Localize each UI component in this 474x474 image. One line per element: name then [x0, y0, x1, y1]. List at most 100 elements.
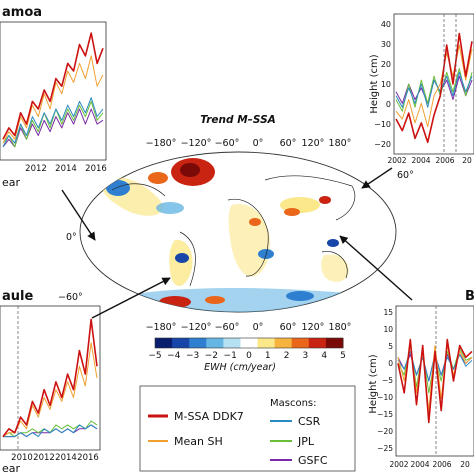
colorbar-cell: [172, 338, 190, 348]
lon-tick-top: −180°: [146, 138, 177, 149]
xtick: 20: [462, 156, 472, 165]
xtick: 2002: [387, 156, 406, 165]
series-line-m-ssa-ddk7: [2, 32, 104, 140]
colorbar-frame: [154, 337, 344, 349]
ytick: 20: [381, 60, 391, 69]
xtick: 2012: [33, 453, 55, 463]
colorbar-cell: [257, 338, 276, 348]
series-line-csr: [395, 71, 473, 108]
colorbar-tick: 3: [303, 351, 309, 361]
ytick: −20: [374, 140, 391, 149]
lat-tick-left: 0°: [66, 232, 77, 243]
ytick: 10: [381, 80, 391, 89]
lon-tick-bottom: 180°: [329, 322, 352, 333]
colorbar-tick: 1: [265, 351, 271, 361]
lat-tick-right: 60°: [397, 170, 414, 181]
xtick: 20: [460, 460, 470, 469]
colorbar-tick: 2: [284, 351, 290, 361]
ytick: 0: [388, 359, 393, 368]
sahel-loss: [249, 218, 261, 226]
panel-top-right-series: [395, 32, 473, 144]
colorbar-tick: −4: [167, 351, 181, 361]
lon-tick-top: 120°: [302, 138, 325, 149]
colorbar-tick: 4: [321, 351, 327, 361]
series-line-mean-sh: [2, 55, 104, 144]
ytick: −10: [374, 120, 391, 129]
colorbar-cell: [308, 338, 327, 348]
map-lat-ticks: 60° 0° −60°: [58, 170, 414, 303]
ytick: 0: [386, 100, 391, 109]
ytick: −15: [377, 410, 393, 419]
ytick: 15: [383, 308, 393, 317]
series-line-m-ssa-ddk7: [397, 338, 473, 424]
sumatra-gain: [327, 239, 339, 247]
legend-label-meansh: Mean SH: [174, 435, 223, 448]
panel-bottom-right: B Height (cm) 15 10 5 0 −5 −10 −15 −20 −…: [368, 289, 474, 469]
xtick: 2016: [77, 453, 99, 463]
colorbar-cell: [291, 338, 310, 348]
ytick: 5: [388, 342, 393, 351]
alaska-loss: [148, 172, 168, 184]
series-line-m-ssa-ddk7: [395, 32, 473, 144]
ytick: 40: [381, 20, 391, 29]
map-lon-ticks-bottom: −180° −120° −60° 0° 60° 120° 180°: [146, 322, 352, 333]
lat-tick-left: −60°: [58, 292, 83, 303]
colorbar-cell: [325, 338, 344, 348]
lon-tick-bottom: −60°: [215, 322, 240, 333]
ytick: −20: [377, 427, 393, 436]
panel-top-left-title: amoa: [2, 5, 42, 20]
lon-tick-top: 180°: [329, 138, 352, 149]
series-line-m-ssa-ddk7: [2, 318, 98, 438]
colorbar-label: EWH (cm/year): [204, 362, 276, 373]
colorbar-tick: −2: [205, 351, 218, 361]
panel-top-left-xlabel: ear: [2, 176, 21, 189]
map-lon-ticks-top: −180° −120° −60° 0° 60° 120° 180°: [146, 138, 352, 149]
greenland-core: [180, 163, 200, 177]
series-line-csr: [3, 424, 98, 438]
canada-gain: [106, 180, 130, 196]
arrow-top-right: [361, 167, 393, 189]
xtick: 2010: [11, 453, 33, 463]
panel-top-left: amoa 2012 2014 2016 ear: [0, 5, 107, 189]
peninsula-loss: [205, 296, 225, 304]
map-title: Trend M–SSA: [200, 114, 276, 126]
xtick: 2004: [411, 156, 430, 165]
xtick: 2006: [432, 460, 451, 469]
panel-bottom-left-title: aule: [2, 289, 33, 304]
legend-box: [139, 385, 356, 472]
xtick: 2002: [389, 460, 408, 469]
colorbar-tick: 5: [340, 351, 346, 361]
india-loss: [284, 208, 300, 216]
xtick: 2012: [25, 164, 47, 174]
panel-top-right-ylabel: Height (cm): [369, 54, 380, 113]
panel-bottom-left-series: [2, 318, 98, 438]
lon-tick-top: 60°: [280, 138, 297, 149]
xtick: 2016: [85, 164, 107, 174]
world-map: [79, 151, 397, 313]
australia-field: [321, 254, 349, 282]
ytick: −5: [382, 376, 393, 385]
lon-tick-bottom: 120°: [302, 322, 325, 333]
lon-tick-bottom: 0°: [253, 322, 264, 333]
colorbar-cell: [274, 338, 293, 348]
ytick: −10: [377, 393, 393, 402]
panel-top-right: Height (cm) 40 30 20 10 0 −10 −20 2002 2…: [369, 13, 474, 165]
colorbar-cell: [223, 338, 241, 348]
panel-bottom-left-xlabel: ear: [2, 462, 21, 474]
colorbar: [154, 337, 344, 349]
panel-bottom-right-ylabel: Height (cm): [368, 354, 379, 413]
series-line-mean-sh: [395, 44, 473, 128]
colorbar-tick: −5: [148, 351, 161, 361]
colorbar-cell: [206, 338, 224, 348]
legend-label-gsfc: GSFC: [298, 454, 328, 467]
lon-tick-top: 0°: [253, 138, 264, 149]
lon-tick-bottom: −120°: [181, 322, 212, 333]
lon-tick-bottom: −180°: [146, 322, 177, 333]
coastlines: [111, 175, 356, 287]
east-antarctica-gain: [286, 291, 314, 301]
ytick: −25: [377, 444, 393, 453]
arrow-bottom-left: [91, 277, 171, 319]
xtick: 2014: [55, 453, 77, 463]
panel-bottom-right-frame: [395, 305, 474, 457]
